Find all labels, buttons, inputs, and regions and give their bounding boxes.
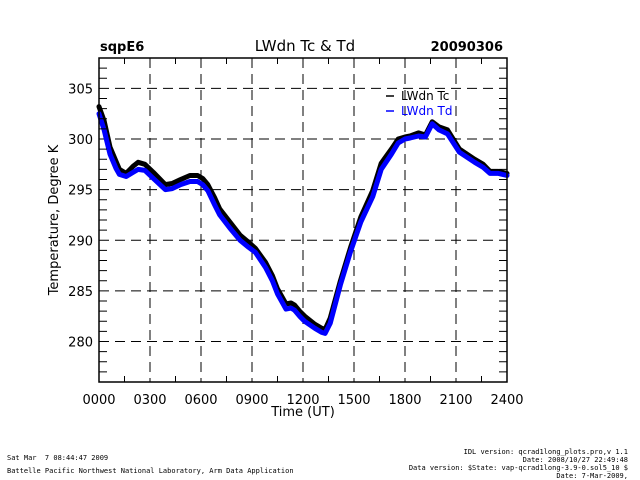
footer-idl-date: Date: 2008/10/27 22:49:48 xyxy=(522,456,628,464)
y-tick-label: 295 xyxy=(68,184,93,199)
x-tick-label: 0000 xyxy=(82,393,115,408)
legend: LWdn Tc LWdn Td xyxy=(386,89,452,118)
series-layer xyxy=(96,104,510,336)
legend-label-tc: LWdn Tc xyxy=(401,89,449,103)
x-tick-label: 0300 xyxy=(133,393,166,408)
x-tick-label: 2400 xyxy=(490,393,523,408)
y-tick-label: 305 xyxy=(68,82,93,97)
series-line-td xyxy=(96,111,510,336)
footer-timestamp: Sat Mar 7 08:44:47 2009 xyxy=(7,454,109,462)
chart-title: LWdn Tc & Td xyxy=(255,37,355,55)
x-axis-label: Time (UT) xyxy=(270,405,335,420)
grid xyxy=(99,58,507,382)
y-tick-label: 285 xyxy=(68,285,93,300)
y-axis-label: Temperature, Degree K xyxy=(47,144,62,296)
legend-label-td: LWdn Td xyxy=(401,104,452,118)
y-tick-label: 290 xyxy=(68,234,93,249)
site-label: sqpE6 xyxy=(100,40,144,55)
x-tick-label: 0600 xyxy=(184,393,217,408)
x-tick-label: 1800 xyxy=(388,393,421,408)
footer-data-version: Data version: $State: vap-qcrad1long-3.9… xyxy=(408,464,628,472)
x-tick-label: 0900 xyxy=(235,393,268,408)
x-tick-label: 1200 xyxy=(286,393,319,408)
y-tick-label: 300 xyxy=(68,133,93,148)
footer-organization: Battelle Pacific Northwest National Labo… xyxy=(7,467,294,475)
x-tick-label: 2100 xyxy=(439,393,472,408)
ticks xyxy=(99,57,507,383)
y-tick-label: 280 xyxy=(68,336,93,351)
footer-idl-version: IDL version: qcrad1long_plots.pro,v 1.1 xyxy=(463,448,628,456)
footer-data-date: Date: 7-Mar-2009, xyxy=(556,472,628,480)
date-label: 20090306 xyxy=(431,40,503,55)
x-tick-label: 1500 xyxy=(337,393,370,408)
tick-labels: 0000 0300 0600 0900 1200 1500 1800 2100 2400 280 2… xyxy=(68,82,523,408)
